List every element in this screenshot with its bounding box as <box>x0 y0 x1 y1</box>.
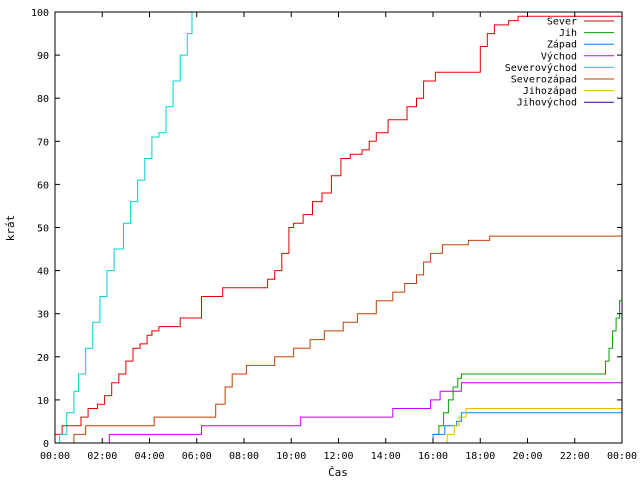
x-tick-label: 12:00 <box>323 451 353 462</box>
x-tick-label: 10:00 <box>276 451 306 462</box>
series-line-severozapad <box>55 235 622 444</box>
x-tick-label: 02:00 <box>87 451 117 462</box>
legend-label-severozapad: Severozápad <box>511 74 577 86</box>
legend-label-severovychod: Severovýchod <box>505 62 577 74</box>
y-tick-label: 20 <box>37 353 49 364</box>
legend-label-vychod: Východ <box>541 50 577 62</box>
legend-label-jih: Jih <box>559 28 577 39</box>
legend-label-jihovychod: Jihovýchod <box>517 97 577 109</box>
x-tick-label: 22:00 <box>560 451 590 462</box>
y-tick-label: 10 <box>37 396 49 407</box>
x-tick-label: 18:00 <box>465 451 495 462</box>
y-axis-title: krát <box>4 215 17 242</box>
x-tick-label: 00:00 <box>607 451 637 462</box>
legend-label-jihozapad: Jihozápad <box>523 85 577 97</box>
legend-label-sever: Sever <box>547 17 577 28</box>
x-tick-label: 16:00 <box>418 451 448 462</box>
legend-label-zapad: Západ <box>547 39 577 51</box>
x-tick-label: 04:00 <box>134 451 164 462</box>
x-tick-label: 20:00 <box>512 451 542 462</box>
ticks-layer: 00:00 02:00 04:00 06:00 08:00 10:00 12:00 14:00… <box>31 8 637 462</box>
series-line-severovychod <box>55 12 193 444</box>
x-tick-label: 00:00 <box>40 451 70 462</box>
x-axis-title: Čas <box>328 466 348 479</box>
y-tick-label: 90 <box>37 51 49 62</box>
y-tick-label: 100 <box>31 8 49 19</box>
series-line-jihozapad <box>55 408 622 444</box>
legend: SeverJihZápadVýchodSeverovýchodSeverozáp… <box>505 17 614 109</box>
y-tick-label: 40 <box>37 267 49 278</box>
x-tick-label: 06:00 <box>182 451 212 462</box>
y-tick-label: 70 <box>37 137 49 148</box>
series-line-jih <box>55 279 623 444</box>
series-line-sever <box>55 15 622 435</box>
series-line-vychod <box>55 382 622 444</box>
y-tick-label: 80 <box>37 94 49 105</box>
y-tick-label: 0 <box>43 439 49 450</box>
x-tick-label: 08:00 <box>229 451 259 462</box>
y-tick-label: 50 <box>37 224 49 235</box>
y-tick-label: 60 <box>37 180 49 191</box>
x-tick-label: 14:00 <box>371 451 401 462</box>
y-tick-label: 30 <box>37 310 49 321</box>
